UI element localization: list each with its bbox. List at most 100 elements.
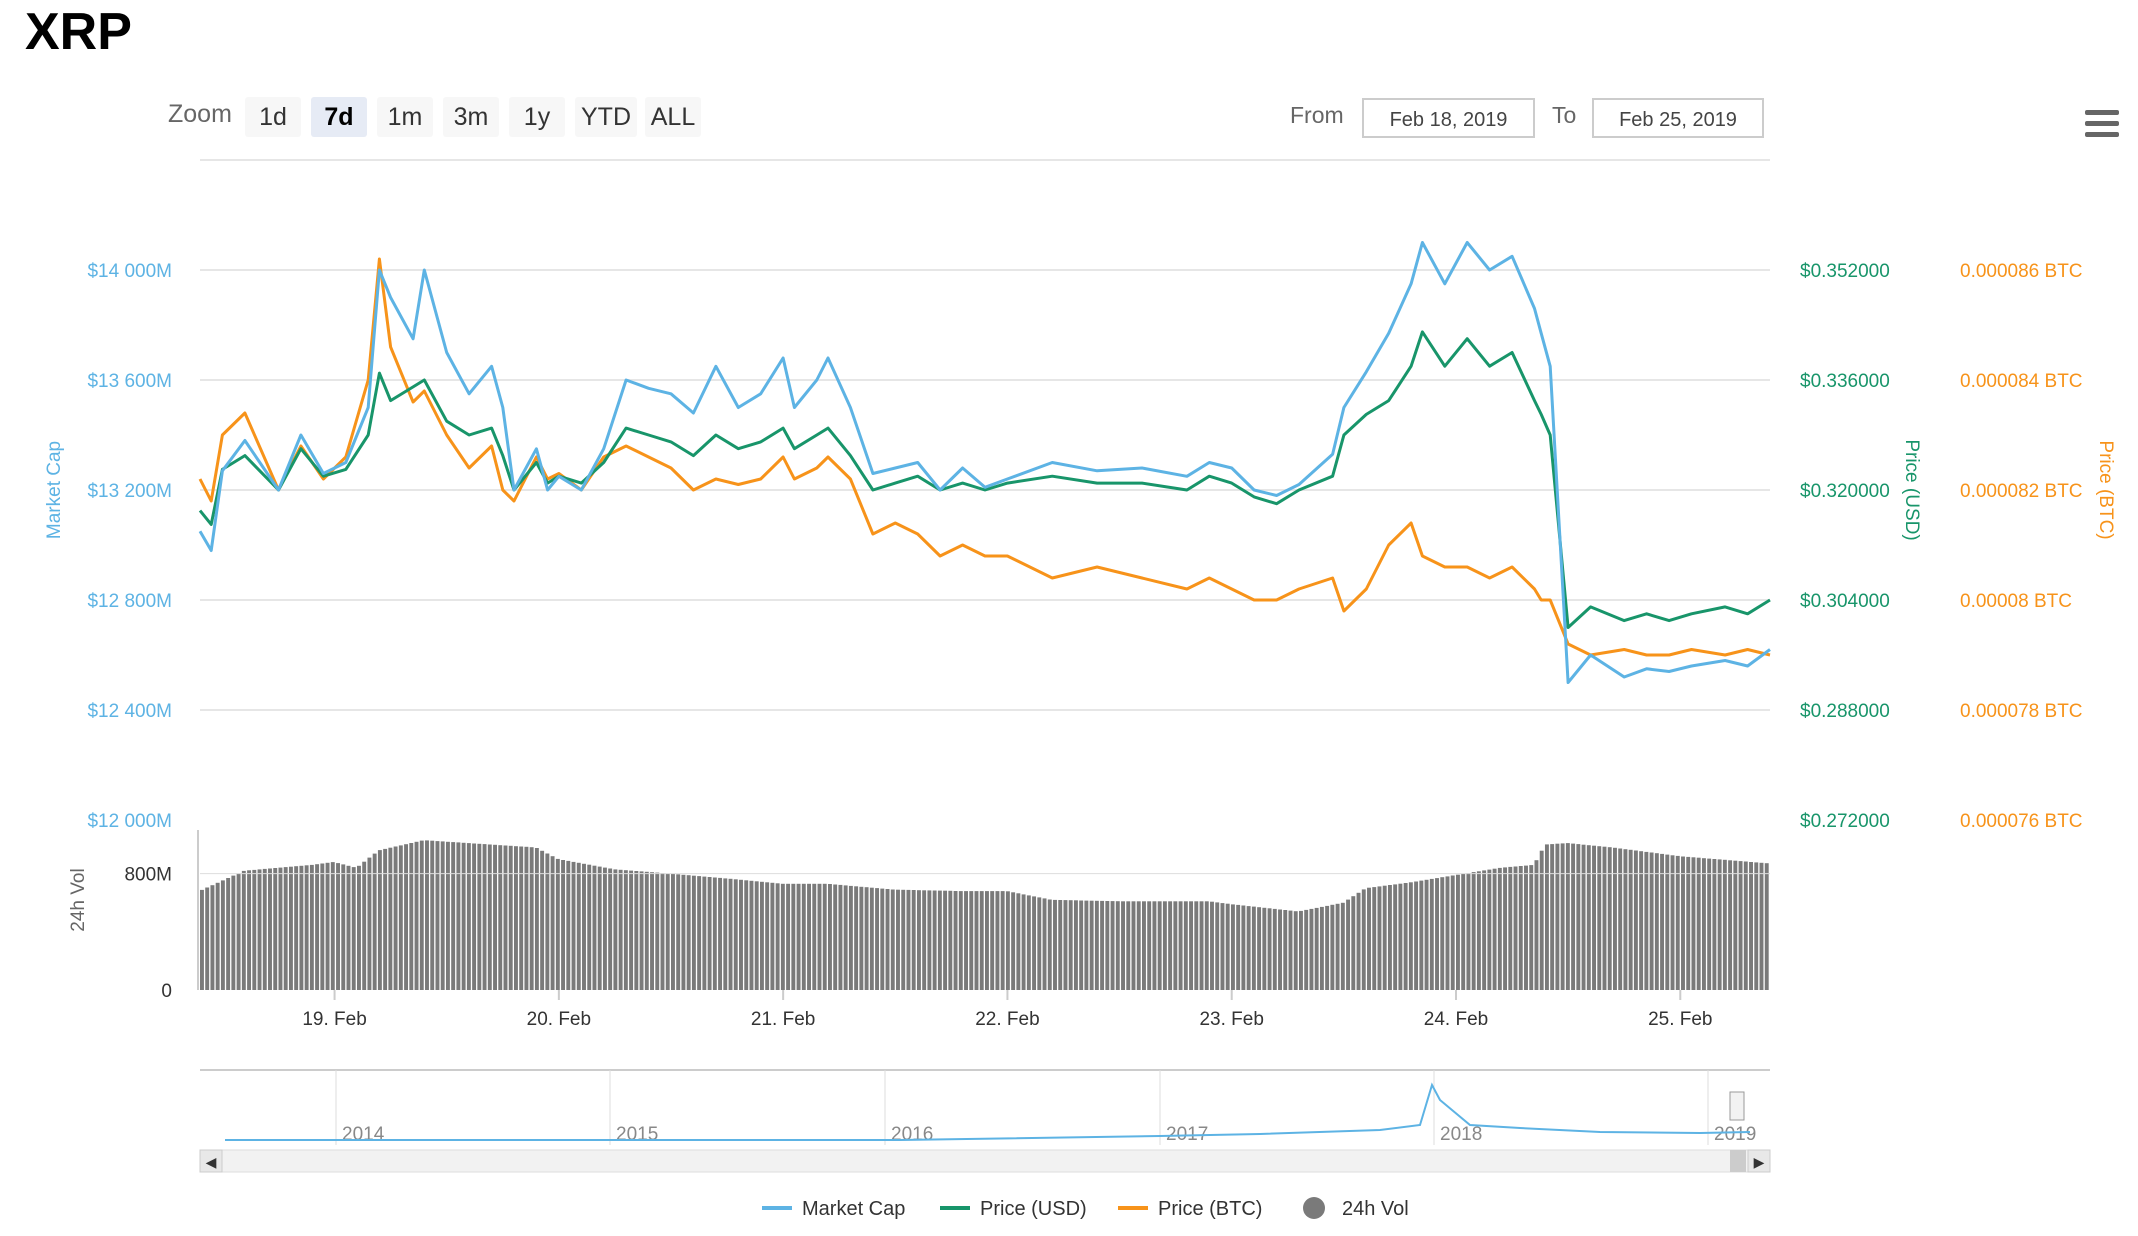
volume-bar: [540, 850, 545, 990]
volume-bar: [896, 889, 900, 990]
volume-bar: [1461, 873, 1466, 990]
navigator-year-label: 2016: [891, 1124, 933, 1145]
to-date-input[interactable]: Feb 25, 2019: [1592, 98, 1764, 138]
volume-bar: [273, 868, 278, 990]
volume-bar: [979, 891, 984, 990]
volume-bar: [357, 865, 361, 990]
from-date-input[interactable]: Feb 18, 2019: [1362, 98, 1535, 138]
volume-bar: [1037, 897, 1042, 990]
volume-bar: [1539, 850, 1544, 990]
volume-bar: [786, 883, 791, 990]
volume-bar: [1178, 901, 1183, 990]
volume-bar: [1586, 845, 1591, 990]
volume-bar: [1194, 901, 1199, 990]
volume-bar: [660, 873, 665, 990]
volume-bar: [1162, 901, 1167, 990]
volume-bar: [812, 883, 817, 990]
navigator[interactable]: 2014 2015 2016 2017 2018 2019◀ ▶: [199, 1069, 1771, 1173]
volume-bar: [1262, 907, 1267, 990]
volume-bar: [268, 868, 272, 990]
volume-bar: [1367, 887, 1371, 990]
volume-bar: [1764, 863, 1769, 990]
volume-bar: [1079, 900, 1084, 990]
volume-bar: [1618, 848, 1623, 990]
legend: Market Cap Price (USD) Price (BTC) 24h Vol: [762, 1197, 1409, 1220]
x-tick-label: 19. Feb: [302, 1009, 366, 1030]
volume-bar: [1508, 866, 1513, 990]
hamburger-menu-icon[interactable]: [2085, 110, 2119, 137]
navigator-year-label: 2018: [1440, 1124, 1482, 1145]
volume-bar: [288, 866, 293, 990]
zoom-3m-button[interactable]: 3m: [443, 97, 499, 137]
volume-bar: [451, 842, 456, 990]
volume-bar: [943, 890, 948, 990]
price-btc-line: [198, 257, 1771, 657]
volume-bar: [655, 872, 660, 990]
volume-bar: [414, 841, 419, 990]
volume-bar: [398, 845, 403, 990]
zoom-7d-button[interactable]: 7d: [311, 97, 367, 137]
volume-bar: [241, 870, 246, 990]
scroll-right-button: [1747, 1149, 1771, 1173]
volume-bar: [697, 876, 702, 990]
volume-bar: [1628, 849, 1633, 990]
volume-bar: [1544, 844, 1549, 990]
volume-bar: [210, 885, 215, 990]
volume-bar: [1429, 878, 1434, 990]
volume-bar: [534, 848, 539, 990]
volume-bar: [1246, 906, 1251, 990]
volume-axis-title: 24h Vol: [68, 868, 89, 931]
zoom-1y-button[interactable]: 1y: [509, 97, 565, 137]
volume-bar: [257, 869, 262, 990]
volume-bar: [828, 884, 832, 990]
volume-bar: [1005, 891, 1010, 990]
volume-bar: [1759, 862, 1764, 990]
navigator-year-label: 2019: [1714, 1124, 1756, 1145]
navigator-year-label: 2015: [616, 1124, 658, 1145]
volume-bar: [613, 869, 618, 990]
legend-item: Price (USD): [980, 1198, 1087, 1220]
price-usd-tick: $0.336000: [1800, 371, 1890, 392]
volume-bar: [964, 891, 968, 990]
x-tick-label: 22. Feb: [975, 1009, 1039, 1030]
volume-bar: [953, 891, 958, 990]
price-series: [198, 241, 1771, 684]
zoom-ytd-button[interactable]: YTD: [575, 97, 637, 137]
price-usd-tick: $0.272000: [1800, 811, 1890, 832]
volume-bar: [1157, 901, 1162, 990]
volume-bar: [362, 861, 367, 990]
price-btc-axis-title: Price (BTC): [2095, 440, 2116, 539]
volume-bar: [466, 843, 471, 990]
volume-bar: [529, 847, 534, 990]
volume-bar: [974, 891, 979, 990]
volume-bar: [1288, 910, 1293, 990]
volume-bar: [1058, 900, 1063, 990]
volume-bar: [890, 889, 895, 990]
volume-bar: [1440, 877, 1445, 990]
zoom-1m-button[interactable]: 1m: [377, 97, 433, 137]
volume-bar: [1560, 843, 1565, 990]
volume-bar: [1026, 895, 1031, 990]
volume-bar: [1272, 908, 1277, 990]
volume-bar: [388, 847, 393, 990]
zoom-all-button[interactable]: ALL: [645, 97, 701, 137]
volume-bar: [644, 871, 649, 990]
volume-bar: [1225, 903, 1230, 990]
volume-bar: [1445, 876, 1450, 990]
volume-bar: [1073, 900, 1078, 990]
volume-bar: [1372, 887, 1377, 990]
price-btc-tick: 0.000086 BTC: [1960, 261, 2083, 282]
scroll-left-button: [199, 1149, 223, 1173]
volume-bar: [1210, 901, 1214, 990]
volume-bar: [1105, 901, 1110, 990]
zoom-1d-button[interactable]: 1d: [245, 97, 301, 137]
volume-bar: [880, 888, 885, 990]
volume-bar: [1314, 907, 1319, 990]
volume-bar: [477, 843, 482, 990]
volume-bar: [618, 869, 623, 990]
volume-bar: [1319, 906, 1324, 990]
volume-bar: [807, 883, 811, 990]
volume-bar: [1576, 844, 1581, 990]
volume-bar: [404, 844, 409, 990]
